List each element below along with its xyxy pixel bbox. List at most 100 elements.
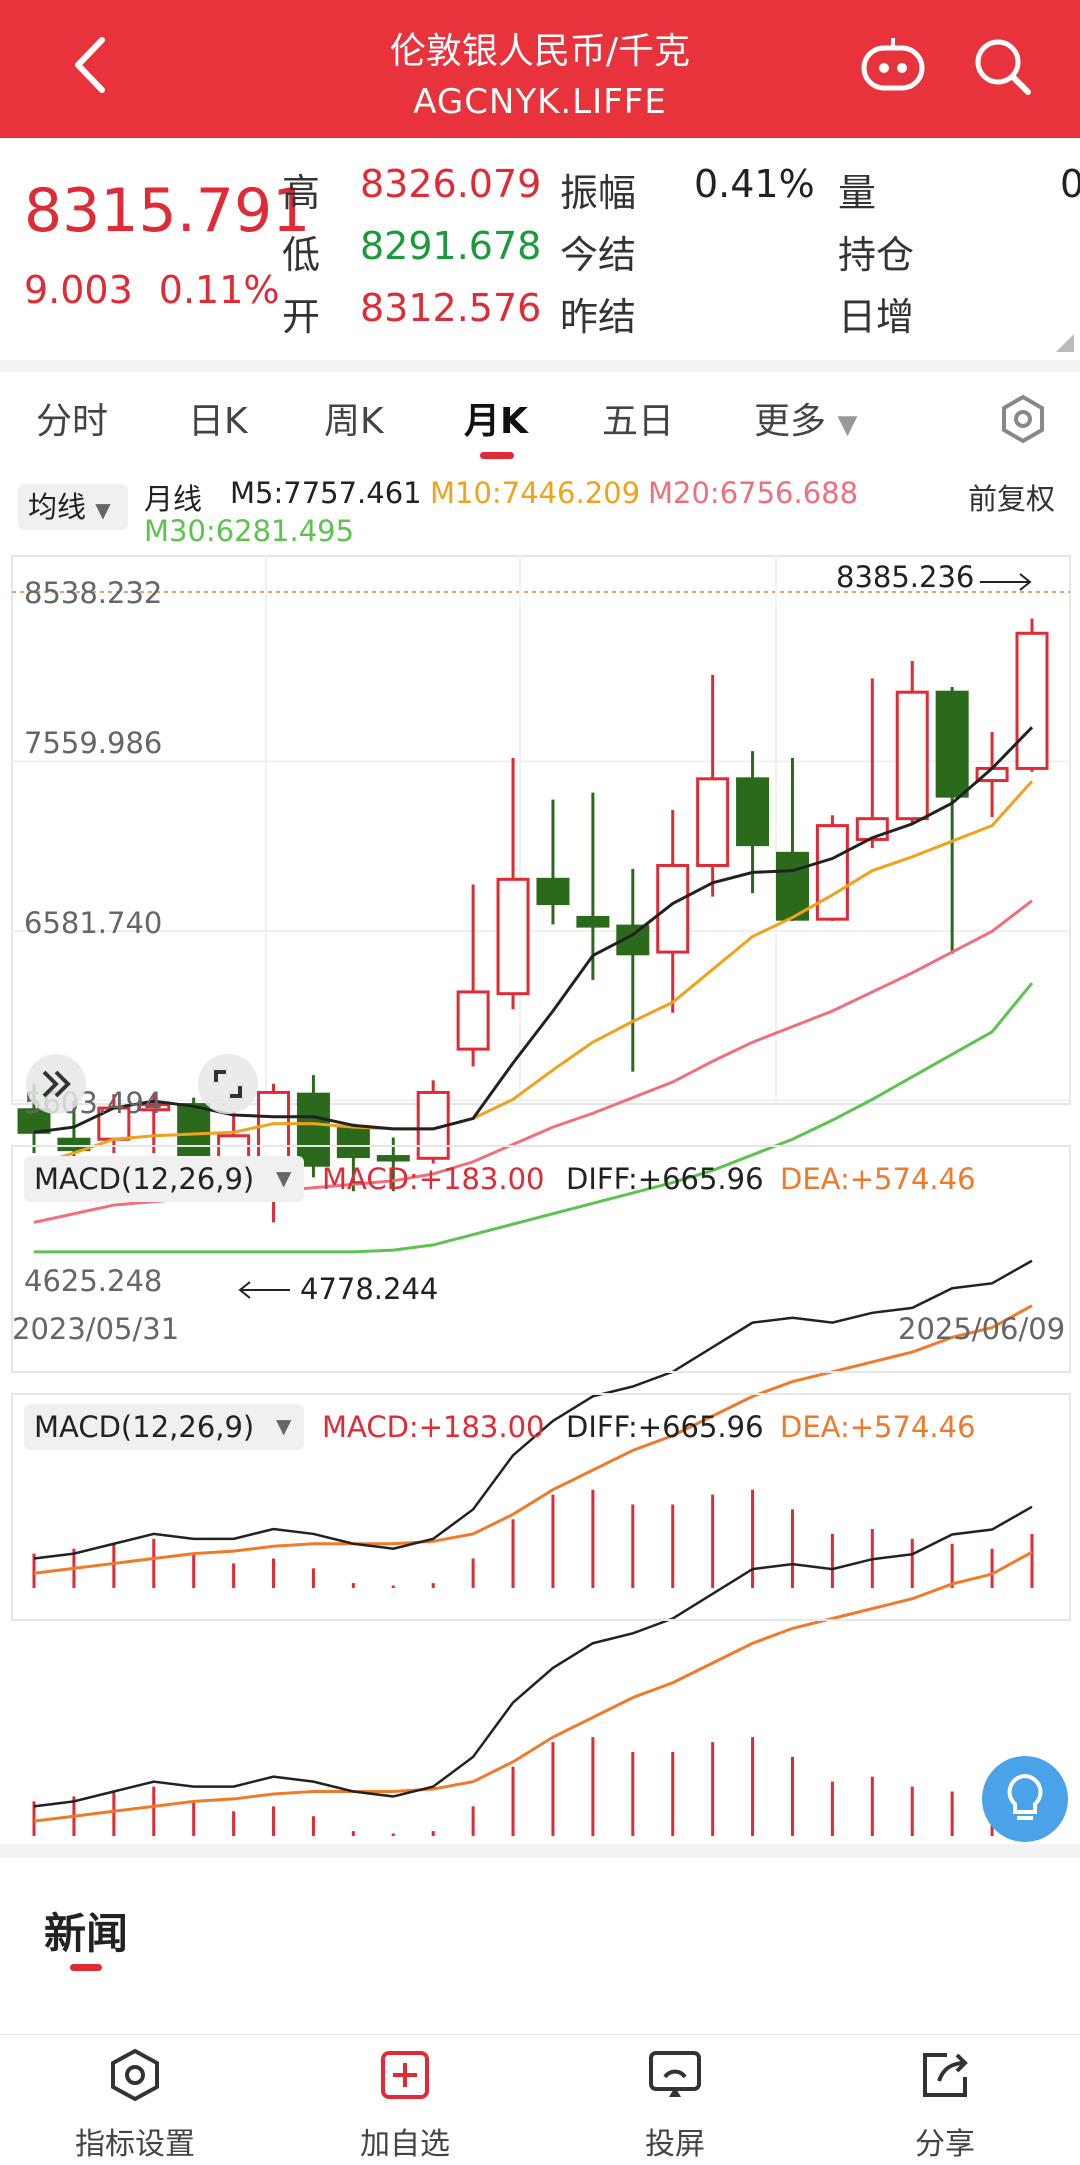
dea-line: [33, 1304, 1033, 1575]
candle-body: [536, 877, 570, 906]
expand-icon: [214, 1070, 242, 1098]
macd-selector-1[interactable]: MACD(12,26,9) ▼: [24, 1156, 304, 1202]
news-heading[interactable]: 新闻: [44, 1909, 129, 1958]
tab-weekly-k[interactable]: 周K: [324, 401, 384, 442]
quote-panel: 8315.791 9.003 0.11% 高 8326.079 低 8291.67…: [0, 138, 1080, 360]
candle: [696, 674, 730, 897]
expand-corner-icon[interactable]: [1056, 334, 1074, 352]
tab-intraday[interactable]: 分时: [36, 401, 109, 442]
active-tab-indicator: [480, 452, 514, 459]
adjust-mode[interactable]: 前复权: [968, 482, 1056, 516]
min-arrow-head: [238, 1281, 251, 1299]
low-value: 8291.678: [360, 224, 542, 268]
candle: [416, 1080, 450, 1164]
symbol-code: AGCNYK.LIFFE: [413, 82, 667, 122]
tips-button[interactable]: [982, 1756, 1068, 1842]
y-tick-label: 6581.740: [24, 906, 163, 940]
robot-assistant-icon[interactable]: [858, 34, 928, 94]
diff-value-1: DIFF:+665.96: [566, 1162, 764, 1196]
last-price: 8315.791: [24, 176, 311, 246]
candle-body: [1015, 631, 1049, 770]
open-interest-label: 持仓: [838, 233, 915, 277]
cast-screen-label: 投屏: [645, 2127, 705, 2162]
candle: [656, 810, 690, 1013]
main-chart-frame: [11, 555, 1071, 1105]
news-tab-indicator: [70, 1964, 102, 1971]
app-header: 伦敦银人民币/千克 AGCNYK.LIFFE: [0, 0, 1080, 138]
tab-daily-k[interactable]: 日K: [188, 401, 248, 442]
candlestick-chart[interactable]: [0, 464, 1080, 1844]
open-value: 8312.576: [360, 286, 542, 330]
macd-value-1: MACD:+183.00: [322, 1162, 545, 1196]
back-arrow-icon[interactable]: [62, 30, 122, 100]
share-label: 分享: [915, 2127, 975, 2162]
ma10-legend: M10:7446.209: [430, 476, 641, 510]
add-watchlist-label: 加自选: [360, 2127, 450, 2162]
ma-selector[interactable]: 均线 ▼: [18, 484, 128, 530]
min-price-label: 4778.244: [300, 1272, 439, 1306]
tab-more[interactable]: 更多 ▼: [754, 392, 857, 444]
candle-body: [576, 915, 610, 928]
indicator-settings-button[interactable]: 指标设置: [0, 2035, 270, 2165]
candle: [576, 792, 610, 980]
end-date: 2025/06/09: [898, 1312, 1066, 1346]
candle-body: [895, 690, 929, 821]
candle-body: [736, 777, 770, 847]
candle-body: [57, 1137, 91, 1152]
tab-five-day[interactable]: 五日: [602, 401, 675, 442]
candle: [616, 868, 650, 1072]
ma30-legend: M30:6281.495: [144, 514, 355, 548]
add-watchlist-button[interactable]: 加自选: [270, 2035, 540, 2165]
settle-label: 今结: [560, 233, 637, 277]
candle-body: [456, 990, 490, 1051]
amplitude-label: 振幅: [560, 171, 637, 215]
candle: [975, 732, 1009, 817]
change-percent: 0.11%: [158, 268, 280, 312]
candle-body: [336, 1125, 370, 1159]
high-label: 高: [282, 171, 321, 215]
hexagon-settings-icon: [111, 2048, 159, 2102]
chevron-down-icon: ▼: [95, 498, 111, 522]
y-tick-label: 4625.248: [24, 1264, 163, 1298]
macd-selector-label: MACD(12,26,9): [34, 1410, 255, 1444]
max-arrow-head: [1019, 573, 1032, 591]
macd-selector-label: MACD(12,26,9): [34, 1162, 255, 1196]
dea-value-2: DEA:+574.46: [780, 1410, 976, 1444]
diff-line: [33, 1259, 1033, 1560]
news-section: 新闻: [0, 1858, 1080, 2038]
candle: [456, 884, 490, 1067]
ma-selector-label: 均线: [28, 490, 87, 524]
lightbulb-icon: [1007, 1773, 1043, 1820]
candle: [536, 799, 570, 925]
candle-body: [935, 690, 969, 798]
candle: [1015, 618, 1049, 772]
candle-body: [696, 777, 730, 867]
macd-selector-2[interactable]: MACD(12,26,9) ▼: [24, 1404, 304, 1450]
fullscreen-button[interactable]: [198, 1054, 258, 1114]
y-tick-label: 7559.986: [24, 726, 163, 760]
scroll-left-button[interactable]: [26, 1054, 86, 1114]
candle: [855, 678, 889, 849]
cast-screen-button[interactable]: 投屏: [540, 2035, 810, 2165]
share-button[interactable]: 分享: [810, 2035, 1080, 2165]
low-label: 低: [282, 233, 321, 277]
tab-more-label: 更多: [754, 401, 827, 442]
search-icon[interactable]: [970, 34, 1034, 98]
ma20-legend: M20:6756.688: [648, 476, 859, 510]
macd-panel-1-frame: [11, 1145, 1071, 1373]
diff-line: [33, 1505, 1033, 1808]
high-value: 8326.079: [360, 162, 542, 206]
candle: [137, 1094, 171, 1154]
chart-area: 均线 ▼ 月线 M5:7757.461 M10:7446.209 M20:675…: [0, 464, 1080, 1844]
chevron-down-icon: ▼: [276, 1166, 292, 1190]
candle: [496, 758, 530, 1010]
open-label: 开: [282, 295, 321, 339]
max-price-label: 8385.236: [836, 560, 975, 594]
tab-monthly-k[interactable]: 月K: [464, 401, 528, 442]
candle: [736, 751, 770, 894]
change-value: 9.003: [24, 268, 133, 312]
candle-body: [815, 824, 849, 921]
chart-settings-icon[interactable]: [998, 394, 1048, 444]
y-tick-label: 8538.232: [24, 576, 163, 610]
period-tabs: 分时 日K 周K 月K 五日 更多 ▼: [0, 372, 1080, 464]
